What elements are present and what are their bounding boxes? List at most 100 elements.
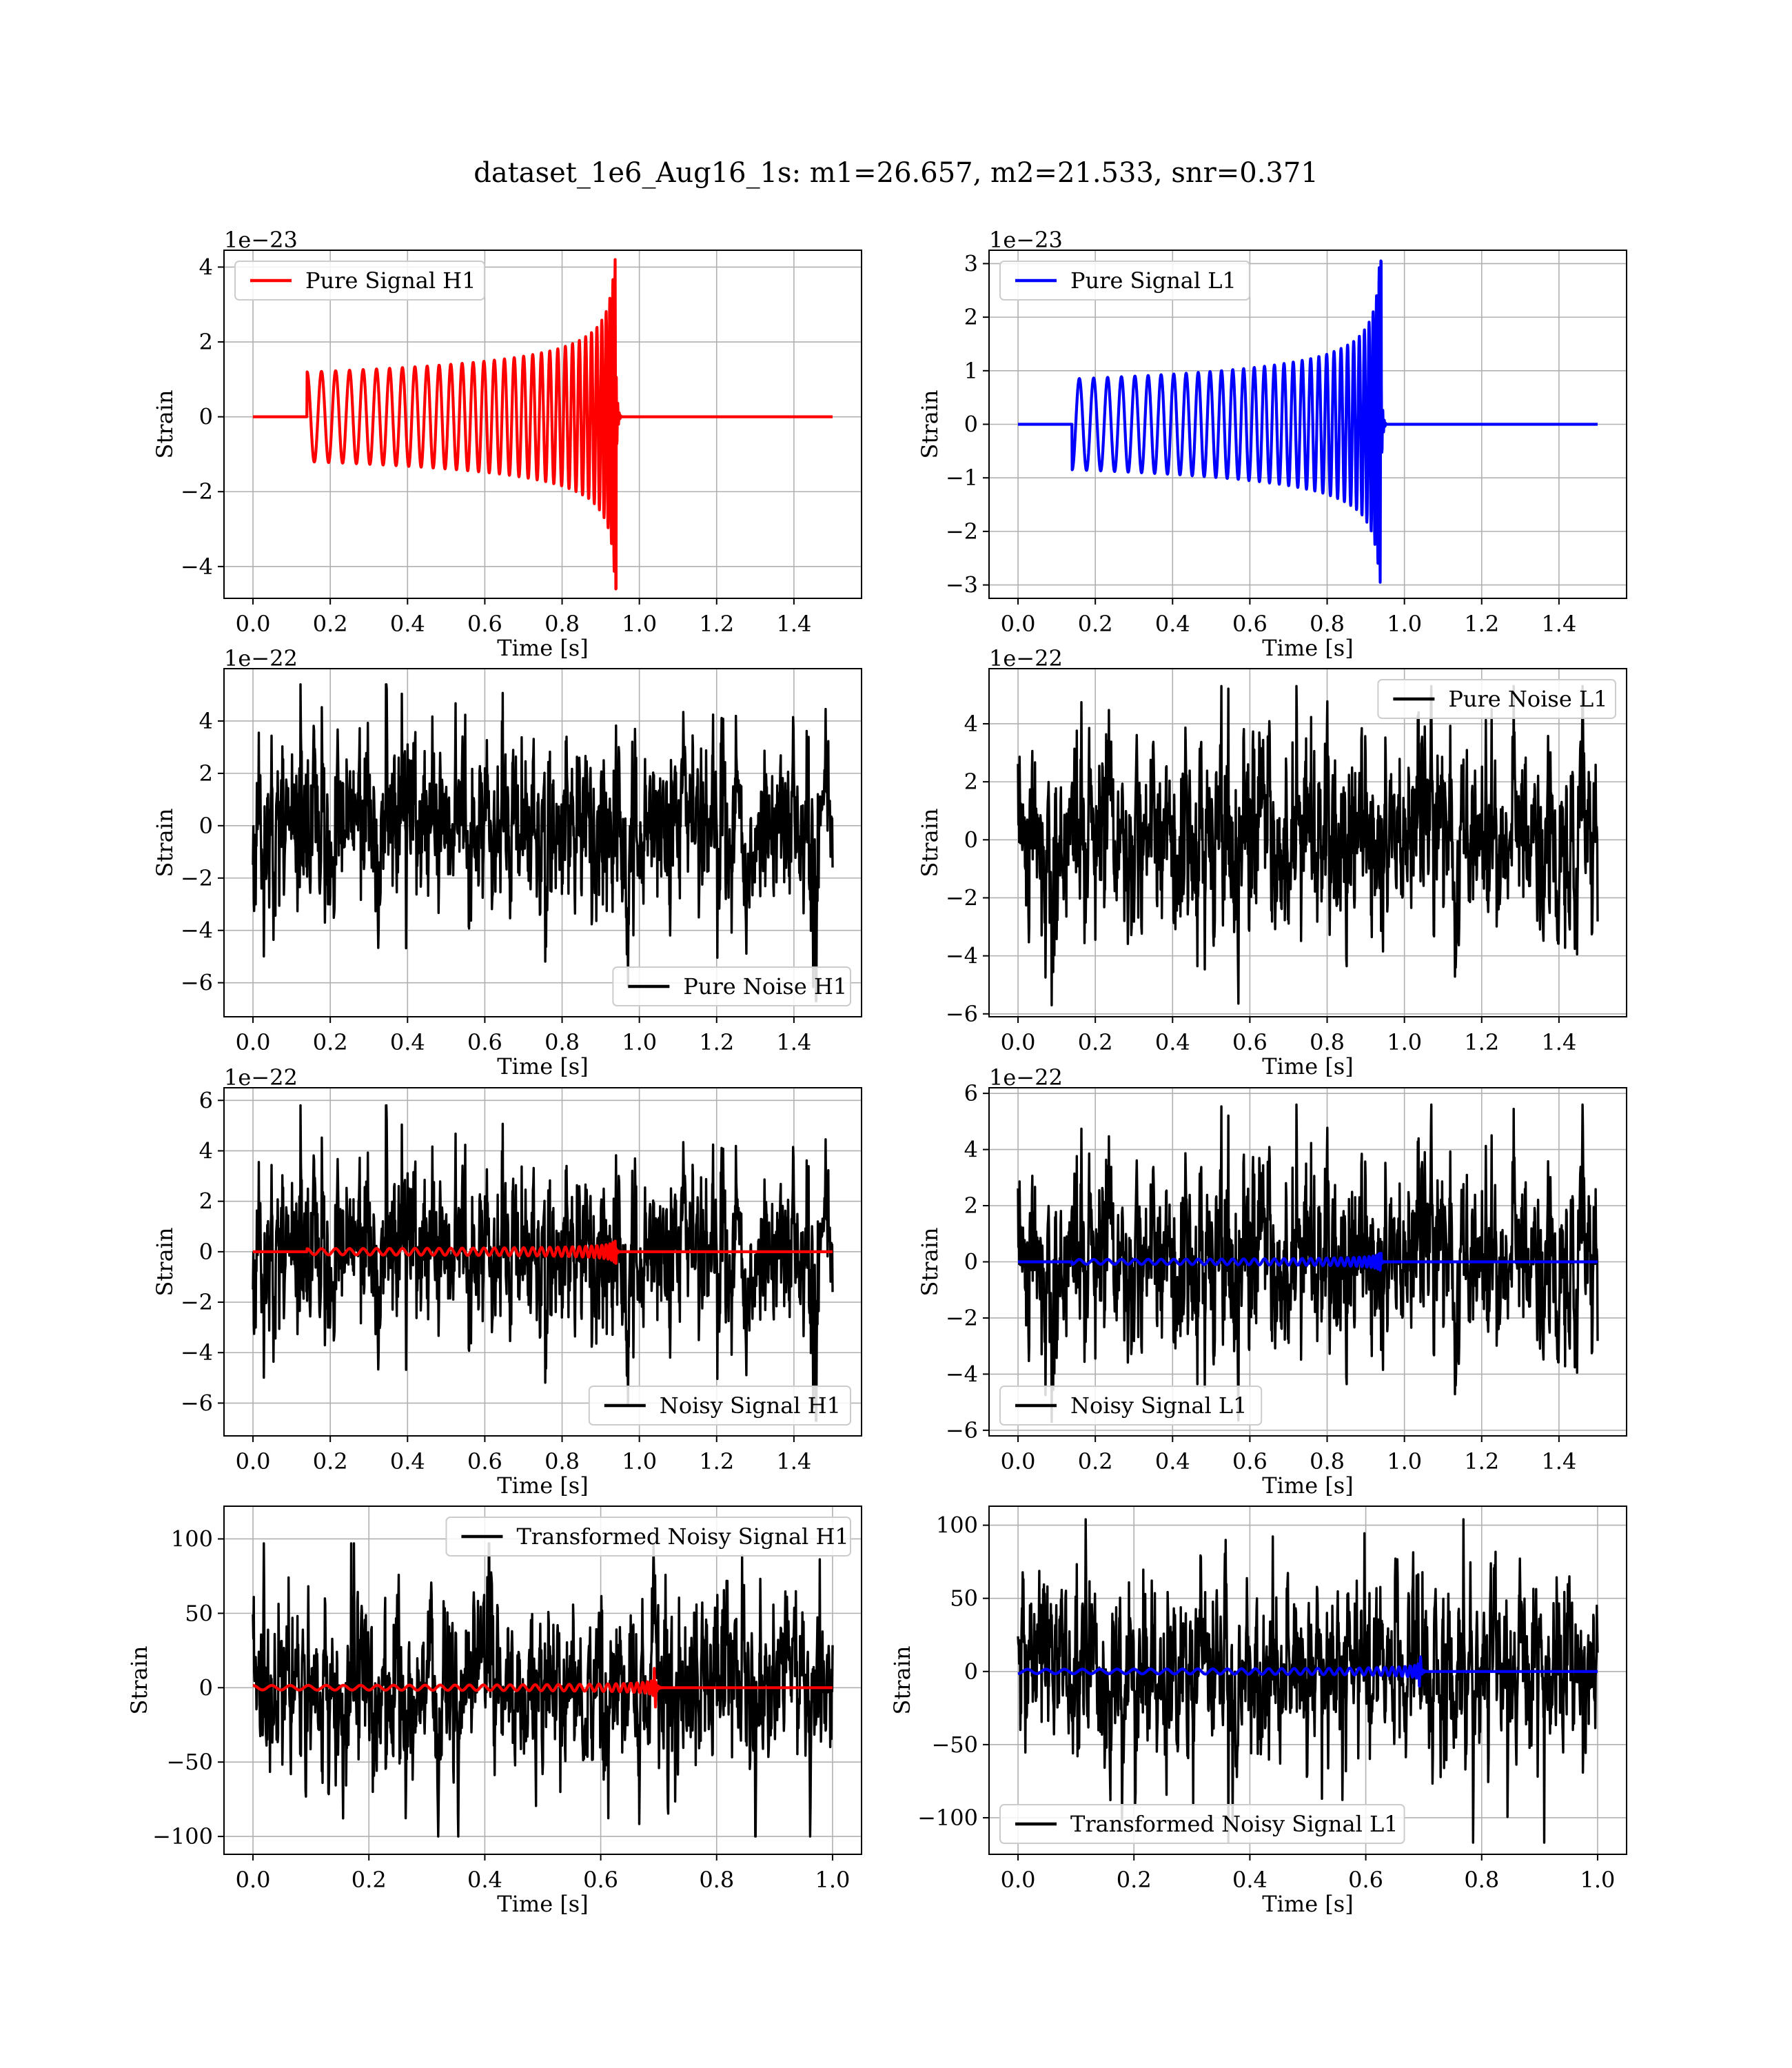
series-line-overlay-1 [1017, 1252, 1599, 1272]
x-tick-label: 0.6 [1232, 611, 1267, 637]
x-tick-label: 0.8 [699, 1867, 734, 1893]
y-tick-label: −2 [946, 518, 978, 545]
series-line-pure-signal-h1 [252, 258, 834, 591]
x-tick-label: 0.0 [1001, 1867, 1036, 1893]
x-tick-label: 0.6 [467, 1448, 502, 1474]
x-tick-label: 0.8 [1310, 1029, 1345, 1055]
legend-box [999, 1804, 1405, 1844]
x-tick-label: 1.0 [622, 1029, 657, 1055]
y-tick-label: 100 [171, 1525, 213, 1552]
y-tick-label: −4 [181, 554, 213, 580]
y-axis-label: Strain [152, 390, 178, 459]
y-tick-label: 2 [964, 769, 978, 795]
x-tick-label: 1.0 [1387, 1029, 1422, 1055]
x-tick-label: 0.6 [1348, 1867, 1383, 1893]
offset-text: 1e−22 [224, 645, 298, 671]
y-tick-label: −100 [917, 1805, 978, 1831]
subplot-transformed-l1: 0.0 0.2 0.4 0.6 0.8 1.0 −100 −50 0 50 100 Time [s] S… [889, 1506, 1627, 1917]
legend-label: Pure Noise L1 [1448, 686, 1607, 712]
series-group [252, 683, 834, 1002]
y-tick-label: 6 [964, 1080, 978, 1106]
y-tick-label: −4 [181, 918, 213, 944]
legend: Pure Noise H1 [612, 966, 851, 1006]
x-tick-label: 1.0 [622, 1448, 657, 1474]
y-tick-label: 2 [964, 304, 978, 330]
x-tick-label: 0.2 [1078, 1448, 1113, 1474]
x-tick-label: 0.2 [313, 1448, 348, 1474]
x-tick-label: 1.0 [815, 1867, 851, 1893]
legend-label: Pure Signal L1 [1070, 267, 1236, 294]
plot-frame [223, 1087, 862, 1437]
x-tick-label: 0.2 [313, 1029, 348, 1055]
y-tick-label: −6 [181, 1390, 213, 1416]
x-tick-label: 0.0 [236, 611, 271, 637]
y-tick-label: 1 [964, 358, 978, 384]
y-tick-label: 2 [199, 1188, 213, 1215]
series-group [1017, 685, 1599, 1006]
y-tick-label: 0 [964, 827, 978, 853]
offset-text: 1e−22 [224, 1064, 298, 1091]
y-tick-label: 4 [199, 1137, 213, 1164]
plot-frame [223, 250, 862, 599]
y-axis-label: Strain [889, 1646, 915, 1715]
y-tick-label: 4 [964, 711, 978, 737]
y-tick-label: −2 [181, 865, 213, 891]
subplot-pure-noise-h1: 0.0 0.2 0.4 0.6 0.8 1.0 1.2 1.4 −6 −4 −2 0 2 4 Time [s… [152, 645, 862, 1079]
legend: Transformed Noisy Signal H1 [445, 1517, 851, 1557]
x-tick-label: 1.2 [1464, 611, 1499, 637]
series-group [252, 258, 834, 591]
y-tick-label: −1 [946, 465, 978, 491]
x-tick-label: 0.0 [1001, 611, 1036, 637]
x-axis-label: Time [s] [1262, 635, 1353, 661]
x-tick-label: 1.0 [622, 611, 657, 637]
y-tick-label: −6 [181, 970, 213, 996]
offset-text: 1e−22 [989, 1064, 1063, 1091]
subplot-pure-signal-h1: 0.0 0.2 0.4 0.6 0.8 1.0 1.2 1.4 −4 −2 0 2 4 Time [s] S… [152, 227, 862, 661]
plot-frame [223, 668, 862, 1017]
x-tick-label: 0.8 [544, 1029, 580, 1055]
x-axis-label: Time [s] [1262, 1472, 1353, 1499]
x-tick-label: 0.6 [583, 1867, 618, 1893]
legend-box [999, 261, 1250, 301]
y-axis-label: Strain [152, 1228, 178, 1297]
legend-box [612, 966, 851, 1006]
x-tick-label: 1.2 [699, 1029, 734, 1055]
series-line-transformed-noisy-signal-l1 [1017, 1518, 1599, 1844]
y-tick-label: 4 [199, 254, 213, 280]
x-axis-label: Time [s] [497, 1891, 588, 1917]
y-axis-label: Strain [917, 1228, 943, 1297]
y-tick-label: 100 [936, 1512, 978, 1539]
y-tick-label: −2 [181, 1289, 213, 1315]
series-line-overlay-1 [1017, 1655, 1599, 1688]
x-tick-label: 0.4 [390, 611, 425, 637]
legend-label: Pure Signal H1 [305, 267, 476, 294]
x-tick-label: 0.4 [467, 1867, 502, 1893]
series-line-pure-noise-h1 [252, 683, 834, 1002]
legend-label: Noisy Signal H1 [660, 1392, 841, 1419]
offset-text: 1e−22 [989, 645, 1063, 671]
y-tick-label: 2 [199, 329, 213, 355]
y-tick-label: −2 [946, 1305, 978, 1331]
plot-frame [988, 1087, 1627, 1437]
figure-title: dataset_1e6_Aug16_1s: m1=26.657, m2=21.5… [474, 157, 1318, 189]
legend-box [999, 1386, 1263, 1426]
series-line-noisy-signal-l1 [1017, 1103, 1599, 1423]
y-tick-label: −4 [946, 943, 978, 969]
plot-frame [988, 250, 1627, 599]
x-tick-label: 0.2 [313, 611, 348, 637]
offset-text: 1e−23 [989, 227, 1063, 253]
x-tick-label: 0.6 [467, 1029, 502, 1055]
x-tick-label: 0.4 [1232, 1867, 1267, 1893]
y-tick-label: −4 [946, 1361, 978, 1387]
x-tick-label: 0.8 [1310, 1448, 1345, 1474]
legend-label: Noisy Signal L1 [1070, 1392, 1248, 1419]
y-tick-label: −100 [152, 1823, 213, 1849]
x-tick-label: 0.4 [1155, 1448, 1190, 1474]
y-tick-label: −3 [946, 572, 978, 598]
plot-frame [223, 1506, 862, 1855]
x-tick-label: 1.4 [1541, 1448, 1576, 1474]
legend: Pure Signal L1 [999, 261, 1250, 301]
y-tick-label: 50 [950, 1585, 978, 1612]
x-tick-label: 1.4 [776, 1448, 811, 1474]
